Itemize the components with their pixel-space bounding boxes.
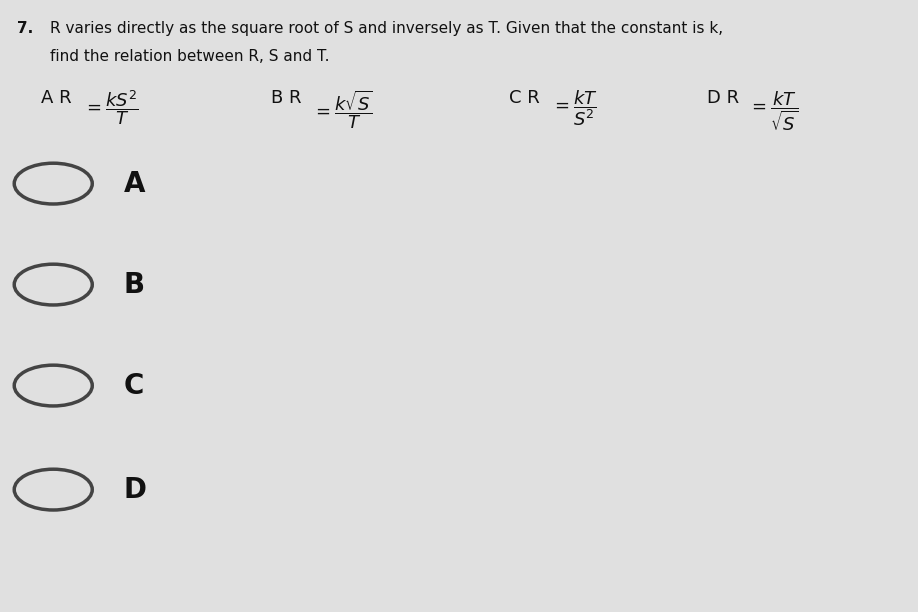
Text: A R: A R xyxy=(41,89,78,106)
Text: D: D xyxy=(124,476,147,504)
Text: $ = \dfrac{kS^2}{T}$: $ = \dfrac{kS^2}{T}$ xyxy=(83,89,139,127)
Text: R varies directly as the square root of S and inversely as T. Given that the con: R varies directly as the square root of … xyxy=(50,21,723,37)
Text: find the relation between R, S and T.: find the relation between R, S and T. xyxy=(50,49,330,64)
Text: $ = \dfrac{k\sqrt{S}}{T}$: $ = \dfrac{k\sqrt{S}}{T}$ xyxy=(312,89,373,132)
Text: A: A xyxy=(124,170,145,198)
Text: B: B xyxy=(124,271,145,299)
Text: C: C xyxy=(124,371,144,400)
Text: C R: C R xyxy=(509,89,546,106)
Text: $ = \dfrac{kT}{S^2}$: $ = \dfrac{kT}{S^2}$ xyxy=(551,89,598,129)
Text: B R: B R xyxy=(271,89,307,106)
Text: 7.: 7. xyxy=(17,21,33,37)
Text: $ = \dfrac{kT}{\sqrt{S}}$: $ = \dfrac{kT}{\sqrt{S}}$ xyxy=(748,89,799,133)
Text: D R: D R xyxy=(707,89,744,106)
